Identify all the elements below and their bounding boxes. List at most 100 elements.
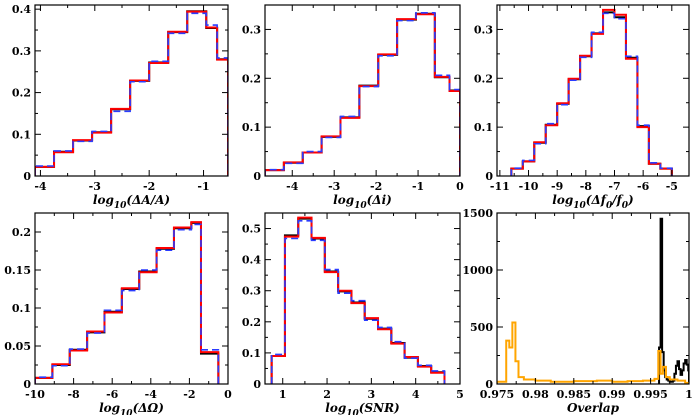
panel-p5: 0 0.1 0.2 0.3 0.4 0.5 1 2 3 4 5 log10(SNR) xyxy=(242,212,464,415)
x-axis-label-part: log xyxy=(325,401,346,415)
x-tick-label: -2 xyxy=(183,388,195,401)
series-black-line xyxy=(265,12,460,176)
x-axis-label-part: (Δf xyxy=(586,193,608,207)
x-axis-label-part: log xyxy=(99,401,120,415)
x-axis-label-part: 10 xyxy=(120,409,133,415)
y-tick-label: 0.15 xyxy=(4,264,31,277)
y-tick-label: 0.3 xyxy=(474,23,493,36)
series-black-line xyxy=(658,217,689,384)
x-axis-label-part: Overlap xyxy=(567,401,620,415)
x-tick-label: -8 xyxy=(580,180,593,193)
x-axis-label: log10(SNR) xyxy=(325,401,399,415)
y-tick-label: 1000 xyxy=(462,264,493,277)
x-tick-label: -10 xyxy=(25,388,45,401)
panel-p1: 0 0.1 0.2 0.3 0.4 -4 -3 -2 -1 log10(ΔA/A) xyxy=(12,3,229,211)
plot-frame xyxy=(496,4,690,177)
x-axis-label: Overlap xyxy=(567,401,620,415)
series-red-line xyxy=(270,216,446,384)
x-tick-label: 1 xyxy=(279,388,287,401)
x-axis-label-part: 10 xyxy=(114,201,127,211)
x-axis-label-part: /f xyxy=(611,193,623,207)
x-tick-label: -8 xyxy=(67,388,80,401)
x-tick-label: -5 xyxy=(666,180,678,193)
y-tick-label: 0 xyxy=(485,378,493,391)
y-tick-label: 0 xyxy=(23,378,31,391)
series-red-line xyxy=(35,221,220,384)
x-axis-label-part: ) xyxy=(627,193,634,207)
y-tick-label: 0.2 xyxy=(242,316,261,329)
x-tick-label: 0 xyxy=(456,180,464,193)
series-group xyxy=(270,216,446,384)
y-tick-label: 0.3 xyxy=(242,285,261,298)
x-tick-label: -7 xyxy=(608,180,620,193)
x-tick-label: 0 xyxy=(224,388,232,401)
x-tick-label: 0.985 xyxy=(557,388,591,401)
series-blue-line xyxy=(265,12,460,176)
x-axis-label-part: log xyxy=(552,193,573,207)
series-blue-line xyxy=(270,219,446,384)
x-tick-label: -10 xyxy=(519,180,539,193)
series-red-line xyxy=(265,13,460,176)
panel-p2: 0 0.1 0.2 0.3 -4 -3 -2 -1 0 log10(Δi) xyxy=(242,4,464,211)
x-tick-label: 0.99 xyxy=(599,388,626,401)
y-tick-label: 0.2 xyxy=(12,226,31,239)
series-group xyxy=(35,10,228,176)
plot-frame xyxy=(34,4,229,177)
series-group xyxy=(35,221,220,384)
x-tick-label: -4 xyxy=(34,180,47,193)
x-tick-label: -3 xyxy=(89,180,101,193)
series-group xyxy=(497,217,689,384)
x-tick-label: -1 xyxy=(197,180,209,193)
x-axis-label-part: (ΔΩ) xyxy=(133,401,164,415)
y-tick-label: 0 xyxy=(485,170,493,183)
y-tick-label: 0.2 xyxy=(474,72,493,85)
x-axis-label-part: (ΔA/A) xyxy=(126,193,170,207)
x-axis-label-part: log xyxy=(333,193,354,207)
x-tick-label: -2 xyxy=(370,180,382,193)
y-tick-label: 0 xyxy=(23,170,31,183)
panel-p4: 0 0.05 0.1 0.15 0.2 -10 -8 -6 -4 -2 0 log10(ΔΩ) xyxy=(4,212,232,415)
y-tick-label: 0.1 xyxy=(12,128,31,141)
y-tick-label: 0.3 xyxy=(12,45,31,58)
x-tick-label: -3 xyxy=(328,180,340,193)
plot-frame xyxy=(264,212,461,385)
x-axis-label-part: (Δi) xyxy=(367,193,392,207)
panel-p6: 0 500 1000 1500 0.975 0.98 0.985 0.99 0.995 1 Over… xyxy=(462,207,692,415)
x-tick-label: -2 xyxy=(143,180,155,193)
series-group xyxy=(265,12,460,176)
x-tick-label: 0.995 xyxy=(633,388,667,401)
y-tick-label: 0.1 xyxy=(474,121,493,134)
x-axis-label-part: (SNR) xyxy=(359,401,400,415)
series-blue-line xyxy=(35,223,220,384)
y-tick-label: 0 xyxy=(253,170,261,183)
x-axis-label-part: 10 xyxy=(354,201,367,211)
x-tick-label: -6 xyxy=(637,180,650,193)
x-tick-label: 5 xyxy=(456,388,464,401)
x-axis-label-part: 10 xyxy=(346,409,359,415)
x-tick-label: -6 xyxy=(106,388,119,401)
y-tick-label: 0.5 xyxy=(242,223,261,236)
y-tick-label: 0 xyxy=(253,378,261,391)
series-group xyxy=(510,8,673,176)
x-tick-label: 3 xyxy=(368,388,376,401)
x-tick-label: -11 xyxy=(490,180,510,193)
x-tick-label: -4 xyxy=(145,388,158,401)
x-tick-label: -4 xyxy=(286,180,299,193)
y-tick-label: 0.1 xyxy=(12,302,31,315)
x-tick-label: 4 xyxy=(412,388,420,401)
x-tick-label: 2 xyxy=(323,388,331,401)
x-tick-label: -9 xyxy=(551,180,563,193)
plot-frame xyxy=(34,212,229,385)
series-blue-line xyxy=(35,12,228,176)
x-axis-label-part: 0 xyxy=(622,201,629,211)
x-tick-label: 1 xyxy=(685,388,692,401)
x-axis-label-part: 0 xyxy=(606,201,613,211)
y-tick-label: 0.3 xyxy=(242,23,261,36)
y-tick-label: 0.2 xyxy=(242,72,261,85)
x-axis-label: log10(Δi) xyxy=(333,193,392,211)
x-tick-label: 0.975 xyxy=(480,388,514,401)
y-tick-label: 0.4 xyxy=(12,3,31,16)
y-tick-label: 0.1 xyxy=(242,347,261,360)
